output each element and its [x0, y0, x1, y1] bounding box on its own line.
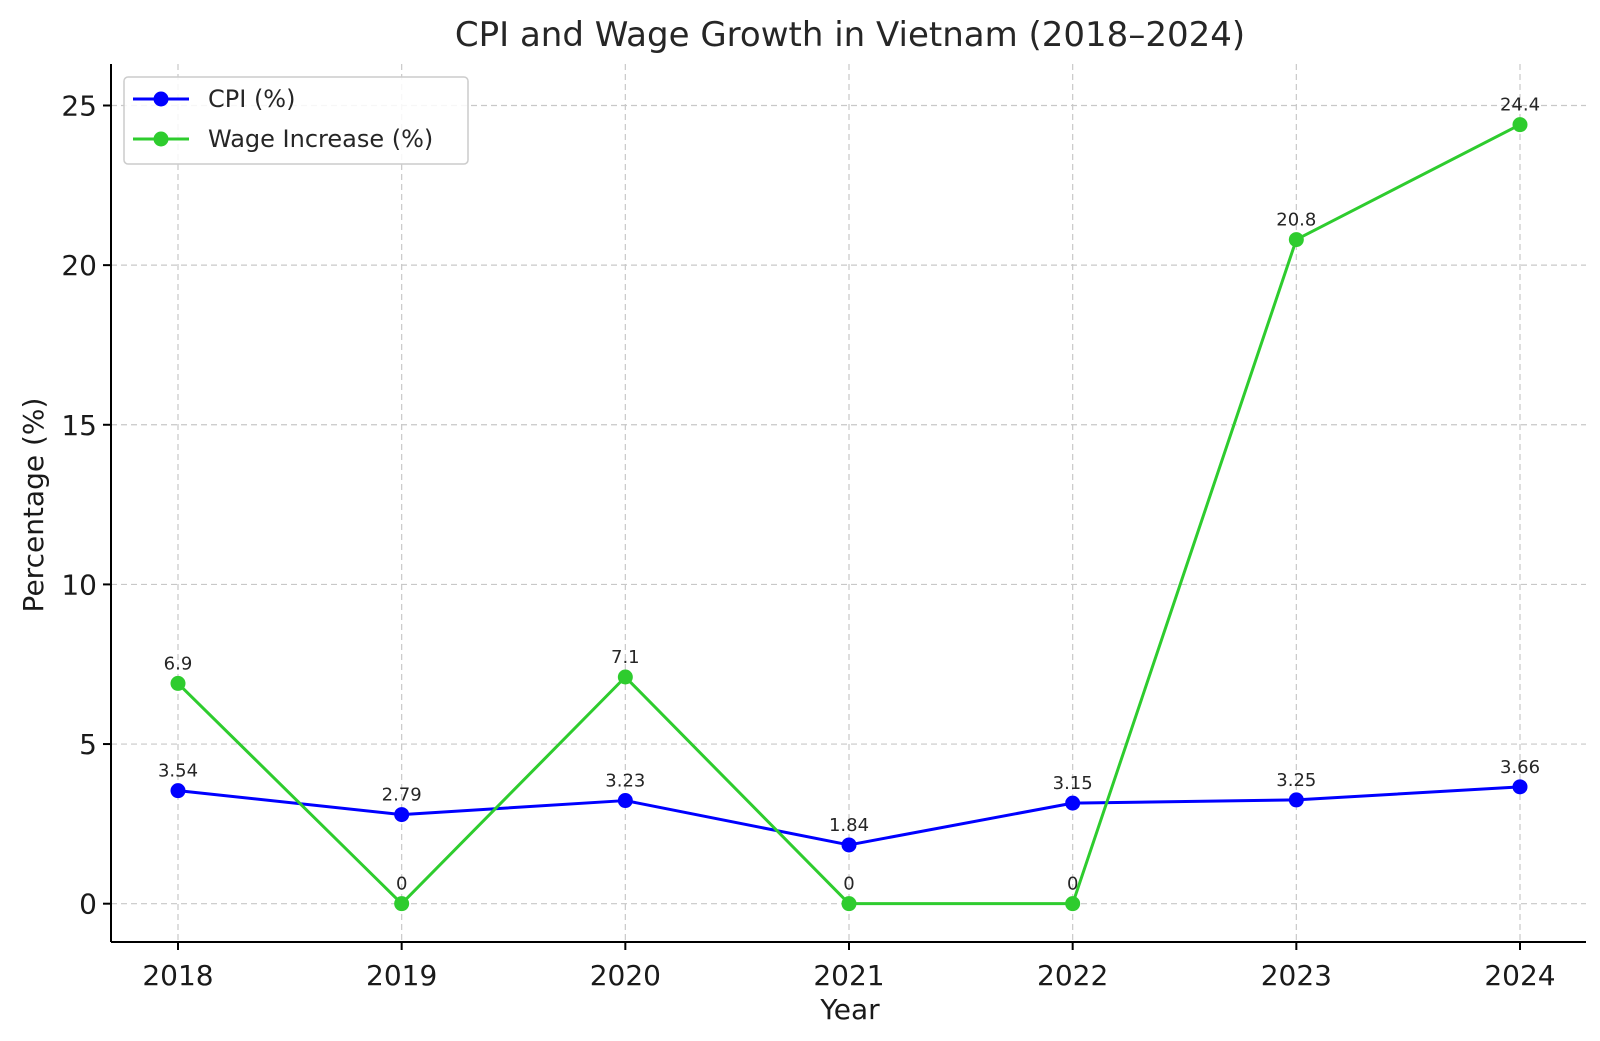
- series-1-point: [1512, 117, 1528, 133]
- series-lines: [170, 117, 1528, 912]
- legend-wage-dot: [153, 131, 169, 147]
- x-tick-label: 2018: [142, 959, 213, 992]
- series-0-point: [617, 793, 633, 809]
- x-tick-label: 2021: [813, 959, 884, 992]
- series-0-data-label: 1.84: [829, 815, 869, 836]
- tick-labels: 2018 2019 2020 2021 2022 2023 2024 0 5 10 15 20 25: [61, 90, 1555, 992]
- legend-wage-label: Wage Increase (%): [208, 125, 433, 153]
- x-tick-label: 2024: [1484, 959, 1555, 992]
- series-0-point: [394, 807, 410, 823]
- y-tick-label: 20: [61, 249, 97, 282]
- legend: CPI (%) Wage Increase (%): [123, 76, 469, 165]
- series-0-data-label: 3.25: [1276, 770, 1316, 791]
- series-0-data-label: 2.79: [382, 785, 422, 806]
- y-tick-label: 0: [79, 888, 97, 921]
- series-0-data-label: 3.66: [1500, 757, 1540, 778]
- y-axis-label: Percentage (%): [17, 398, 50, 613]
- series-0-point: [1512, 779, 1528, 795]
- grid-lines: [111, 64, 1586, 942]
- series-0-data-label: 3.15: [1053, 773, 1093, 794]
- y-tick-label: 15: [61, 409, 97, 442]
- chart-title: CPI and Wage Growth in Vietnam (2018–202…: [455, 15, 1245, 55]
- x-axis-label: Year: [819, 993, 880, 1026]
- series-1-data-label: 6.9: [164, 653, 193, 674]
- series-1-data-label: 0: [396, 874, 407, 895]
- y-tick-label: 5: [79, 728, 97, 761]
- series-1-point: [617, 669, 633, 685]
- legend-cpi-dot: [153, 91, 169, 107]
- series-1-point: [1288, 232, 1304, 248]
- series-1-data-label: 7.1: [611, 647, 640, 668]
- series-1-point: [841, 896, 857, 912]
- series-1-point: [1065, 896, 1081, 912]
- series-1-point: [170, 675, 186, 691]
- legend-cpi-label: CPI (%): [208, 85, 295, 113]
- x-tick-label: 2020: [590, 959, 661, 992]
- y-tick-label: 10: [61, 568, 97, 601]
- series-1-point: [394, 896, 410, 912]
- series-0-data-label: 3.23: [605, 771, 645, 792]
- data-labels: 3.54 2.79 3.23 1.84 3.15 3.25 3.66 6.9 0 7.1 0 0 20.…: [158, 95, 1540, 895]
- x-tick-label: 2023: [1261, 959, 1332, 992]
- series-1-data-label: 24.4: [1500, 95, 1540, 116]
- y-tick-label: 25: [61, 90, 97, 123]
- legend-box: [123, 76, 469, 165]
- series-0-point: [170, 783, 186, 799]
- series-1-data-label: 0: [1067, 874, 1078, 895]
- series-1-data-label: 20.8: [1276, 210, 1316, 231]
- x-tick-label: 2019: [366, 959, 437, 992]
- series-0-data-label: 3.54: [158, 761, 198, 782]
- series-0-point: [1288, 792, 1304, 808]
- series-1-data-label: 0: [843, 874, 854, 895]
- x-tick-label: 2022: [1037, 959, 1108, 992]
- series-0-point: [1065, 795, 1081, 811]
- series-0-point: [841, 837, 857, 853]
